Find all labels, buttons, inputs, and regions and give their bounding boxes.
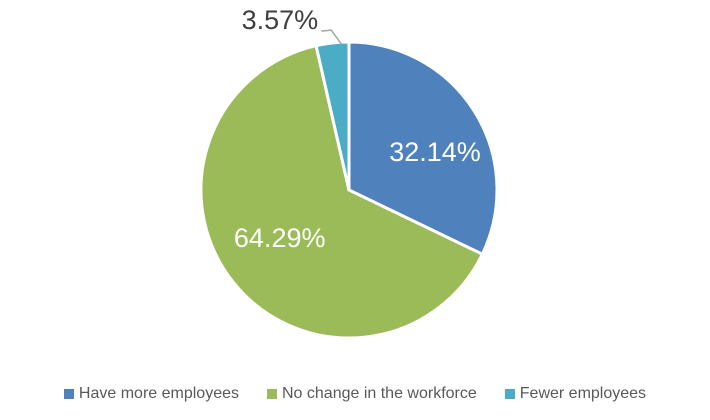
pie-slice-fewer-employees [314,40,351,192]
legend-item-fewer-employees: Fewer employees [504,385,647,403]
pie-slice-have-more-employees [347,40,499,256]
data-label-no-change-in-the-workforce: 64.29% [234,223,326,253]
data-label-fewer-employees: 3.57% [242,5,319,35]
legend-label: Have more employees [78,385,239,402]
legend-label: Fewer employees [519,385,647,402]
legend-item-have-more-employees: Have more employees [63,385,239,403]
legend-item-no-change-in-the-workforce: No change in the workforce [267,385,477,403]
legend-swatch-icon [504,389,515,399]
leader-line-fewer-employees [321,29,343,45]
pie-chart: 32.14% 64.29% 3.57% [199,5,499,340]
data-label-have-more-employees: 32.14% [389,137,481,167]
pie-slice-no-change-in-the-workforce [199,44,484,340]
legend: Have more employees No change in the work… [0,385,710,403]
legend-label: No change in the workforce [282,385,477,402]
legend-swatch-icon [267,389,277,399]
legend-swatch-icon [63,389,74,399]
